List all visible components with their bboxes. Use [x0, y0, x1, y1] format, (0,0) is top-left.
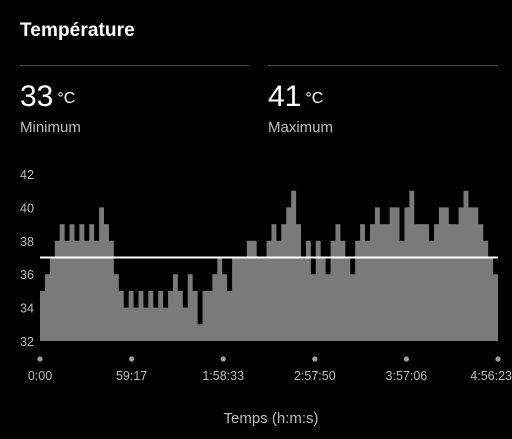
- x-tick-label: 0:00: [28, 369, 52, 383]
- y-tick-label: 34: [20, 302, 34, 316]
- x-tick-label: 1:58:33: [202, 369, 244, 383]
- minimum-number: 33: [20, 80, 54, 113]
- temperature-chart: 42 40 38 36 34 32 0:00 59:17 1:58:33 2:57:50 3:57:…: [20, 168, 512, 427]
- minimum-value: 33 °C: [20, 80, 75, 114]
- page-title: Température: [20, 20, 135, 41]
- divider-right: [268, 65, 498, 66]
- x-tick-dot: [129, 356, 135, 362]
- y-tick-label: 40: [20, 201, 34, 215]
- x-tick-dot: [495, 356, 501, 362]
- divider-left: [20, 65, 249, 66]
- maximum-number: 41: [268, 80, 302, 113]
- x-tick-label: 4:56:23: [470, 369, 512, 383]
- x-tick-label: 3:57:06: [386, 369, 428, 383]
- y-tick-label: 42: [20, 168, 34, 182]
- x-tick-dot: [312, 356, 318, 362]
- y-tick-label: 32: [20, 335, 34, 349]
- temperature-area: [40, 190, 498, 341]
- x-tick-label: 2:57:50: [294, 369, 336, 383]
- y-tick-label: 38: [20, 235, 34, 249]
- x-tick-dot: [37, 356, 43, 362]
- x-tick-dot: [220, 356, 226, 362]
- x-tick-label: 59:17: [116, 369, 147, 383]
- y-tick-label: 36: [20, 268, 34, 282]
- minimum-unit: °C: [57, 90, 76, 107]
- maximum-value: 41 °C: [268, 80, 323, 114]
- x-tick-dot: [403, 356, 409, 362]
- maximum-unit: °C: [305, 90, 324, 107]
- x-axis-label: Temps (h:m:s): [223, 410, 318, 427]
- maximum-label: Maximum: [268, 119, 334, 136]
- minimum-label: Minimum: [20, 119, 81, 136]
